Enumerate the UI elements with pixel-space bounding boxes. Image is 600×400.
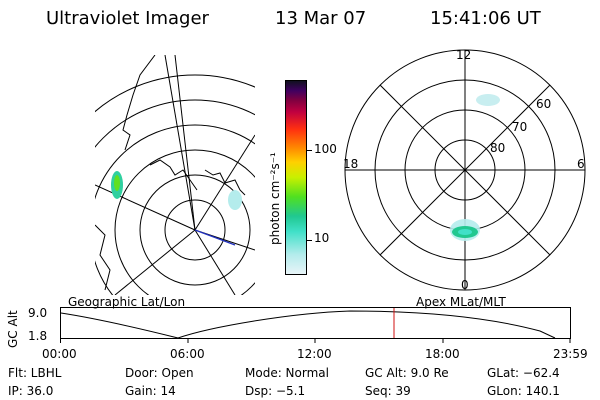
info-glon: GLon: 140.1	[487, 384, 560, 398]
mlat-label-80: 80	[490, 141, 506, 155]
altitude-xtick-4: 23:59	[553, 347, 588, 361]
info-door: Door: Open	[125, 366, 194, 380]
colorbar-tick-100: 100	[314, 142, 337, 156]
info-gain: Gain: 14	[125, 384, 176, 398]
altitude-ylabel: GC Alt	[6, 310, 20, 348]
info-mode: Mode: Normal	[245, 366, 329, 380]
info-flt: Flt: LBHL	[8, 366, 62, 380]
geographic-map	[95, 55, 255, 295]
altitude-xtick-0: 00:00	[42, 347, 77, 361]
polar-plot	[344, 49, 586, 291]
altitude-xtick-1: 06:00	[170, 347, 205, 361]
colorbar	[285, 80, 307, 275]
mlt-label-6: 6	[577, 157, 585, 171]
colorbar-tick-10: 10	[314, 231, 330, 245]
instrument-title: Ultraviolet Imager	[46, 8, 209, 29]
colorbar-unit-label: photon cm⁻²s⁻¹	[268, 152, 282, 245]
mlt-label-18: 18	[343, 157, 359, 171]
info-ip: IP: 36.0	[8, 384, 54, 398]
mlat-label-70: 70	[512, 120, 528, 134]
altitude-ytick-bottom: 1.8	[28, 329, 48, 343]
info-dsp: Dsp: −5.1	[245, 384, 306, 398]
info-gc-alt: GC Alt: 9.0 Re	[365, 366, 449, 380]
polar-panel-label: Apex MLat/MLT	[416, 295, 506, 309]
time-label: 15:41:06 UT	[430, 8, 541, 29]
altitude-plot	[60, 307, 571, 343]
mlat-label-60: 60	[536, 97, 552, 111]
altitude-xtick-2: 12:00	[297, 347, 332, 361]
altitude-ytick-top: 9.0	[28, 306, 48, 320]
info-glat: GLat: −62.4	[487, 366, 560, 380]
altitude-xtick-3: 18:00	[425, 347, 460, 361]
mlt-label-12: 12	[456, 48, 472, 62]
geo-panel-label: Geographic Lat/Lon	[68, 295, 186, 309]
mlt-label-0: 0	[461, 278, 469, 292]
info-seq: Seq: 39	[365, 384, 411, 398]
date-label: 13 Mar 07	[275, 8, 367, 29]
